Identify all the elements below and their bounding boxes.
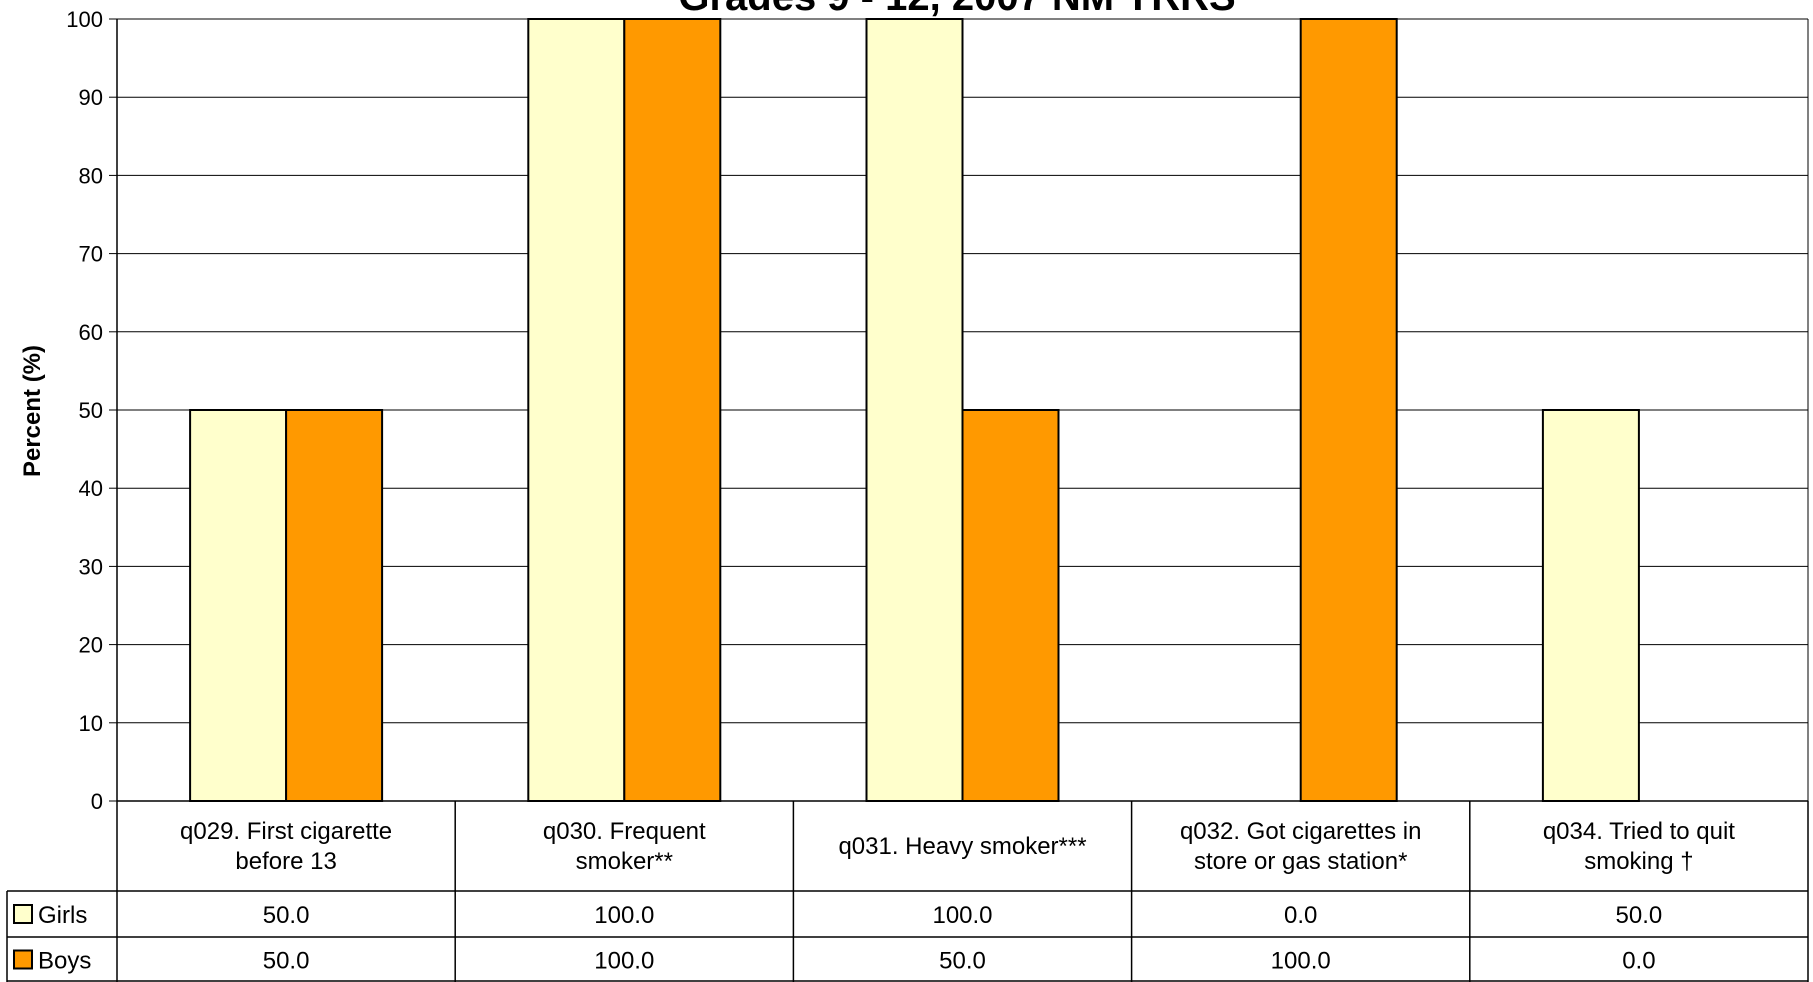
data-label: 50.0 [263,902,310,929]
category-label: q029. First cigarette [180,818,392,845]
data-label: 100.0 [594,902,654,929]
y-tick-label: 100 [66,7,103,32]
legend-swatch-boys [13,949,33,970]
data-label: 0.0 [1622,948,1655,975]
legend-swatch-girls [13,904,33,924]
y-tick-label: 0 [91,789,103,814]
y-tick-label: 10 [79,711,103,736]
y-tick-label: 60 [79,320,103,345]
y-axis-label: Percent (%) [19,345,46,477]
chart-title: Grades 9 - 12, 2007 NM YRRS [678,0,1235,19]
y-tick-label: 70 [79,242,103,267]
legend-label-girls: Girls [38,902,87,929]
y-tick-label: 80 [79,163,103,188]
bar-girls [527,18,626,802]
bar-girls [1541,409,1640,802]
data-label: 50.0 [263,948,310,975]
data-label: 100.0 [594,948,654,975]
data-label: 50.0 [1616,902,1663,929]
bar-boys [285,409,384,802]
category-label: q031. Heavy smoker*** [838,833,1086,860]
legend-label-boys: Boys [38,948,91,975]
y-tick-label: 40 [79,476,103,501]
bar-girls [189,409,288,802]
category-label: store or gas station* [1194,848,1407,875]
category-label: q034. Tried to quit [1543,818,1735,845]
bar-girls [865,18,964,802]
y-tick-label: 30 [79,554,103,579]
data-label: 100.0 [932,902,992,929]
data-label: 100.0 [1271,948,1331,975]
category-label: before 13 [235,848,336,875]
y-tick-label: 90 [79,85,103,110]
category-label: q030. Frequent [543,818,706,845]
category-label: q032. Got cigarettes in [1180,818,1421,845]
category-label: smoking † [1584,848,1693,875]
bar-boys [623,18,722,802]
bar-boys [1299,18,1398,802]
category-label: smoker** [576,848,673,875]
y-tick-label: 50 [79,398,103,423]
data-label: 0.0 [1284,902,1317,929]
bar-boys [961,409,1060,802]
y-tick-label: 20 [79,633,103,658]
data-label: 50.0 [939,948,986,975]
